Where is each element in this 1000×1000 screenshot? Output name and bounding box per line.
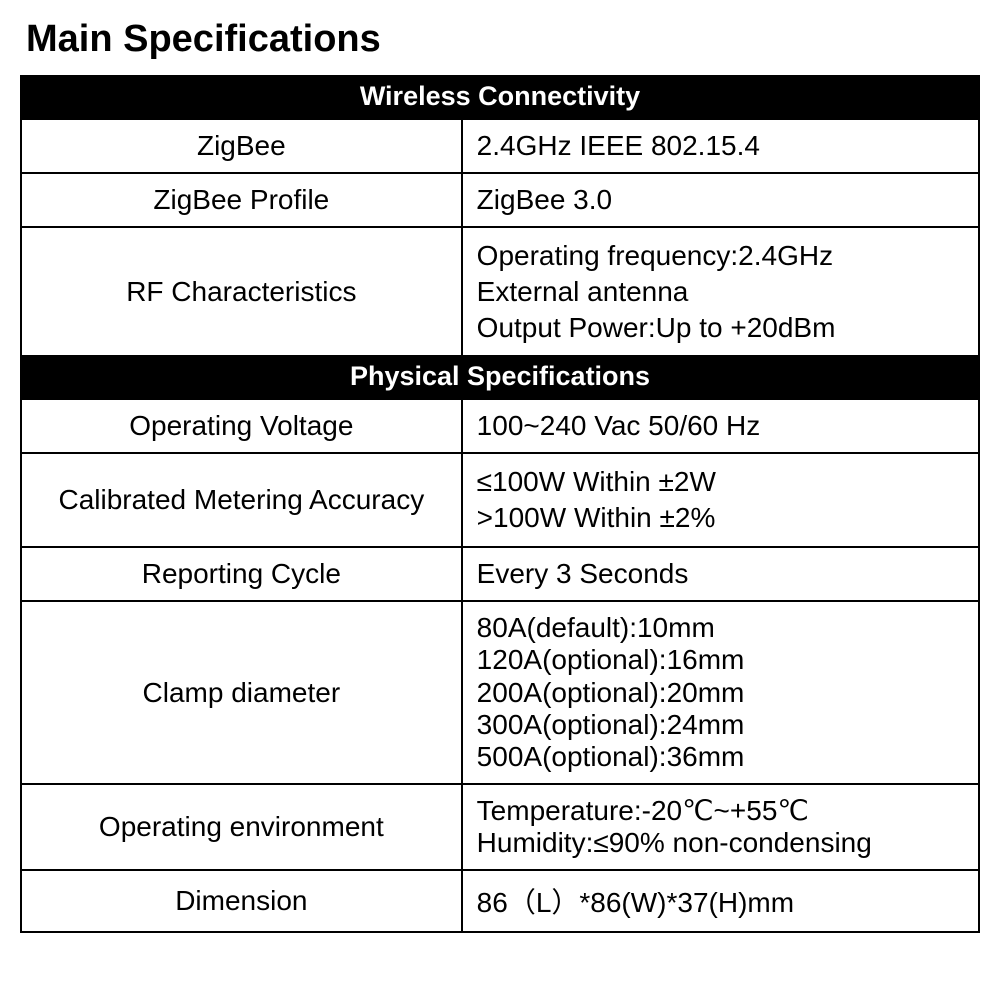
spec-sheet: Main Specifications Wireless Connectivit… — [0, 0, 1000, 933]
spec-label: Operating Voltage — [21, 399, 462, 453]
spec-label: Reporting Cycle — [21, 547, 462, 601]
table-row: Operating Voltage100~240 Vac 50/60 Hz — [21, 399, 979, 453]
table-row: Calibrated Metering Accuracy≤100W Within… — [21, 453, 979, 547]
table-row: Dimension86（L）*86(W)*37(H)mm — [21, 870, 979, 932]
table-row: Clamp diameter80A(default):10mm120A(opti… — [21, 601, 979, 784]
spec-value: 80A(default):10mm120A(optional):16mm200A… — [462, 601, 979, 784]
spec-label: RF Characteristics — [21, 227, 462, 356]
spec-value: 86（L）*86(W)*37(H)mm — [462, 870, 979, 932]
spec-label: Clamp diameter — [21, 601, 462, 784]
spec-value: ZigBee 3.0 — [462, 173, 979, 227]
spec-value: 100~240 Vac 50/60 Hz — [462, 399, 979, 453]
section-header-label: Wireless Connectivity — [21, 76, 979, 119]
spec-table: Wireless ConnectivityZigBee2.4GHz IEEE 8… — [20, 75, 980, 933]
spec-value: Temperature:-20℃~+55℃Humidity:≤90% non-c… — [462, 784, 979, 870]
spec-value: Every 3 Seconds — [462, 547, 979, 601]
spec-label: ZigBee Profile — [21, 173, 462, 227]
table-row: ZigBee2.4GHz IEEE 802.15.4 — [21, 119, 979, 173]
spec-value: Operating frequency:2.4GHzExternal anten… — [462, 227, 979, 356]
spec-label: ZigBee — [21, 119, 462, 173]
table-row: ZigBee ProfileZigBee 3.0 — [21, 173, 979, 227]
spec-value: 2.4GHz IEEE 802.15.4 — [462, 119, 979, 173]
spec-label: Dimension — [21, 870, 462, 932]
section-header: Wireless Connectivity — [21, 76, 979, 119]
page-title: Main Specifications — [26, 18, 980, 61]
spec-label: Operating environment — [21, 784, 462, 870]
table-row: Reporting CycleEvery 3 Seconds — [21, 547, 979, 601]
spec-label: Calibrated Metering Accuracy — [21, 453, 462, 547]
section-header: Physical Specifications — [21, 356, 979, 399]
section-header-label: Physical Specifications — [21, 356, 979, 399]
table-row: RF CharacteristicsOperating frequency:2.… — [21, 227, 979, 356]
spec-value: ≤100W Within ±2W >100W Within ±2% — [462, 453, 979, 547]
table-row: Operating environmentTemperature:-20℃~+5… — [21, 784, 979, 870]
